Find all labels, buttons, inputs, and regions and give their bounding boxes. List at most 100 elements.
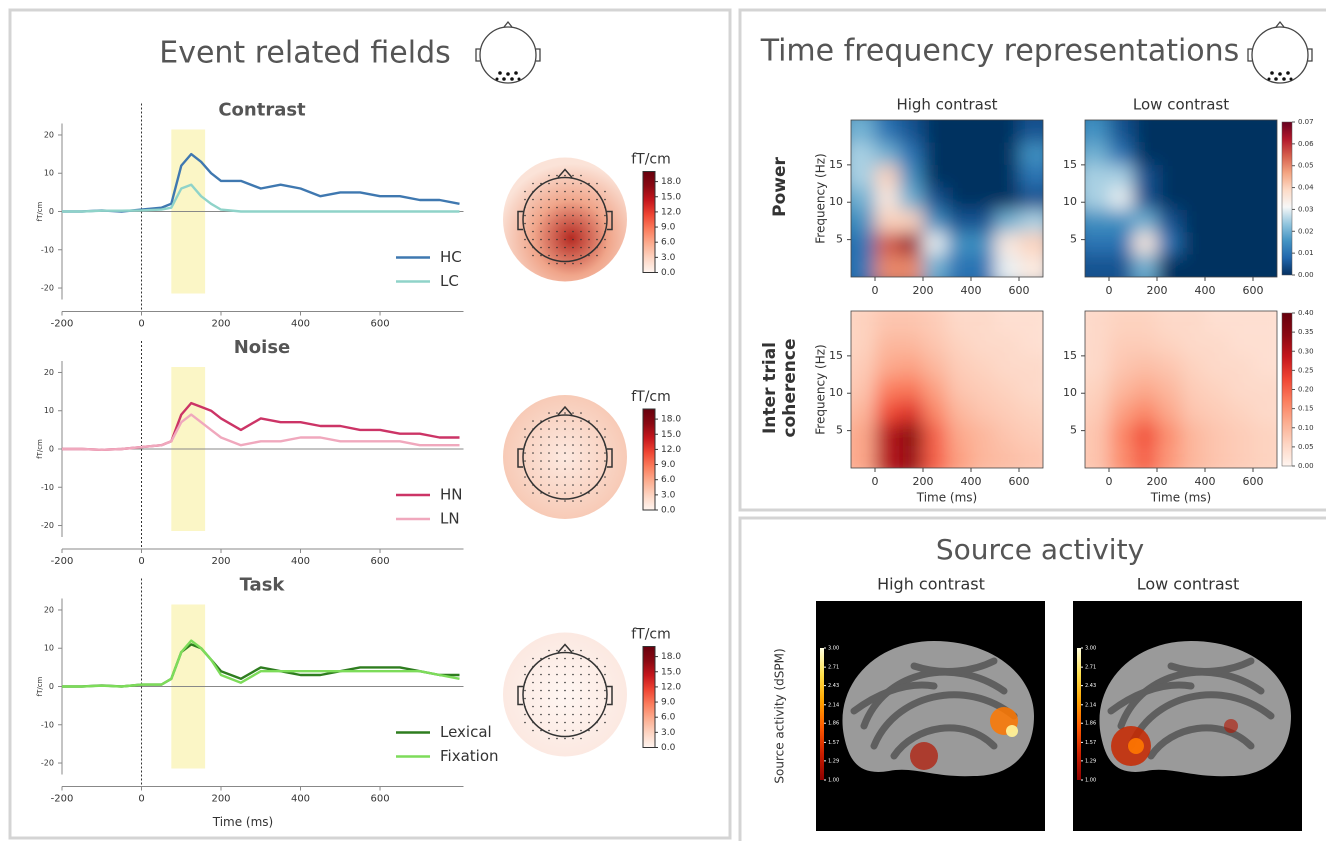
y-tick-label: -20 [41,521,54,530]
sensor [572,428,574,430]
sensor [588,468,590,470]
sensor [556,222,558,225]
heatmap-cell [1181,378,1205,401]
sensor [588,673,590,676]
heatmap-cell [1157,254,1181,277]
sensor [572,198,574,201]
sensor [580,689,582,692]
sensor [548,452,550,454]
heatmap-cell [995,142,1019,165]
head [522,651,608,738]
sensor [532,721,534,724]
heatmap-cell [923,333,947,356]
x-tick-label: 0 [872,284,879,297]
heatmap-cell [1157,423,1181,446]
heatmap-cell [923,142,947,165]
y-tick-label: 10 [829,195,843,208]
heatmap-cell [1085,209,1109,233]
heatmap-cell [1019,445,1043,468]
heatmap-cell [1133,187,1157,210]
heatmap-cell [995,164,1019,188]
sensor [532,476,534,478]
sensor [556,500,558,502]
y-tick-label: 10 [44,406,54,415]
sensor [532,214,534,217]
sensor [572,713,574,716]
x-tick-label: 0 [138,794,144,805]
panel-title: Time frequency representations [760,34,1240,69]
series-line [62,401,460,451]
sensor [524,713,526,716]
sensor [532,182,534,185]
brain [1099,641,1291,777]
heatmap-cell [1133,120,1157,143]
series-line [62,183,460,213]
sensor [540,484,542,486]
heatmap-cell [971,254,995,277]
sensor [532,238,534,241]
heatmap-cell [971,187,995,210]
sensor [540,230,542,233]
sensor [540,705,542,708]
colorbar-tick-label: 0.05 [1298,443,1314,451]
chart-title: Task [240,575,286,596]
sulcus [1167,657,1255,675]
colorbar-tick-label: 0.0 [661,506,676,516]
heatmap-cell [1085,333,1109,356]
series-line [62,413,460,451]
head [522,176,608,263]
sensor [548,681,550,684]
colorbar [642,646,656,748]
sensor [596,705,598,708]
sensor [556,444,558,446]
sensor [524,689,526,692]
colorbar [1281,312,1293,467]
panel-border [738,8,1326,512]
sensor [556,649,558,652]
sensor [564,476,566,478]
heatmap-cell [1181,164,1205,188]
sensor [556,729,558,732]
heatmap-cell [1019,164,1043,188]
sensor [564,452,566,454]
heatmap-cell [875,120,899,143]
x-tick-label: 400 [961,475,982,488]
colorbar-tick-label: 0.02 [1298,227,1314,235]
sensor [588,190,590,193]
sensor [604,713,606,716]
sensor [564,182,566,185]
heatmap-cell [995,423,1019,446]
sensor [596,420,598,422]
sensor [540,673,542,676]
sensor [596,206,598,209]
sensor [572,190,574,193]
sensor [532,673,534,676]
heatmap-cell [995,378,1019,401]
sensor [548,729,550,732]
sensor [540,452,542,454]
sensor [580,476,582,478]
sensor [596,436,598,438]
sensor [532,705,534,708]
sensor [580,468,582,470]
sensor [548,665,550,668]
heatmap-cell [851,400,875,424]
heatmap-cell [851,187,875,210]
sensor [580,460,582,462]
sensor [588,713,590,716]
sensor [572,206,574,209]
heatmap-cell [1109,378,1133,401]
sensor [556,657,558,660]
head [522,414,608,500]
heatmap-cell [947,355,971,379]
heatmap-cell [899,355,923,379]
sensor [572,246,574,249]
sensor [580,444,582,446]
x-tick-label: 400 [961,284,982,297]
sensor [532,246,534,249]
heatmap-cell [1019,209,1043,233]
sensor [532,230,534,233]
sensor [556,665,558,668]
sensor [532,444,534,446]
heatmap-cell [947,378,971,401]
